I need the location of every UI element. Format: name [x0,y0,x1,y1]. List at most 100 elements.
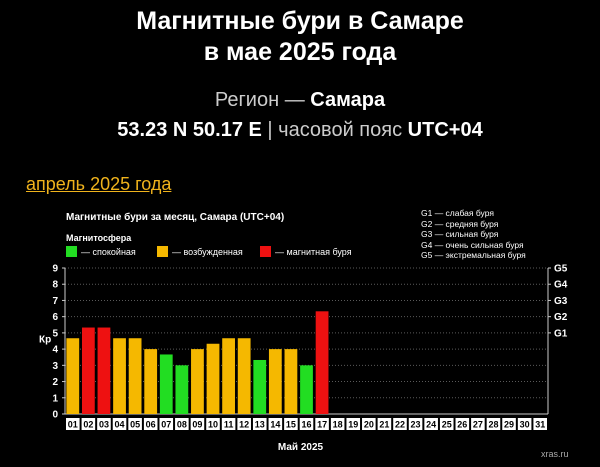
chart-title: Магнитные бури за месяц, Самара (UTC+04) [66,212,285,223]
x-tick-box [408,418,423,430]
x-tick-label: 07 [161,420,171,430]
legend-quiet: — спокойная [66,246,136,257]
x-tick-label: 04 [115,420,125,430]
region-line: Регион — Самара [0,89,600,112]
legend-quiet-swatch [66,246,77,257]
g-scale-item: G2 — средняя буря [421,218,499,229]
x-tick-box [455,418,470,430]
x-axis-label: Май 2025 [278,442,324,453]
y-tick-label: 5 [52,328,58,339]
kp-chart: 0 1 2 3 4 5 6 7 8 9 G1 G2 G3 G4 G5 Кр 01 02 03 04 05 06 07 08 09… [27,202,578,463]
y-tick-label: 9 [52,264,58,275]
timezone: UTC+04 [407,119,483,141]
kp-bar [175,365,189,414]
x-tick-label: 23 [411,420,421,430]
x-tick-label: 31 [535,420,545,430]
legend-section-label: Магнитосфера [66,233,132,243]
x-tick-box [206,418,220,430]
watermark: xras.ru [541,449,569,459]
g-tick-label: G3 [554,296,568,307]
x-tick-label: 15 [286,420,296,430]
x-tick-label: 29 [504,420,514,430]
x-tick-label: 20 [364,420,374,430]
x-tick-box [237,418,251,430]
x-tick-box [486,418,501,430]
x-tick-box [393,418,407,430]
x-tick-label: 01 [68,420,78,430]
x-tick-label: 19 [348,420,358,430]
y-tick-label: 3 [52,361,58,372]
x-tick-label: 13 [255,420,265,430]
x-tick-label: 27 [473,420,483,430]
kp-bar [300,365,313,414]
x-tick-label: 22 [395,420,405,430]
kp-bar [97,327,111,414]
x-tick-box [268,418,283,430]
x-tick-box [502,418,516,430]
page-title-line2: в мае 2025 года [203,38,397,66]
x-tick-label: 12 [239,420,249,430]
kp-bar [222,338,235,414]
legend-active: — возбужденная [157,246,243,257]
legend-active-label: — возбужденная [172,246,243,257]
x-tick-box [439,418,454,430]
x-tick-box [346,418,361,430]
x-tick-label: 14 [270,420,280,430]
x-tick-label: 11 [224,420,234,430]
x-tick-box [190,418,205,430]
kp-bar [66,338,80,414]
x-tick-label: 09 [192,420,202,430]
kp-bar [128,338,142,414]
x-tick-box [330,418,345,430]
x-tick-box [471,418,485,430]
g-scale-legend: G1 — слабая буря G2 — средняя буря G3 — … [421,208,526,261]
kp-bar [284,349,298,414]
x-tick-box [159,418,174,430]
kp-bar [206,343,220,414]
kp-bar [268,349,282,414]
x-tick-label: 16 [301,420,311,430]
x-tick-label: 30 [520,420,530,430]
y-axis-label: Кр [39,334,51,345]
x-tick-box [424,418,438,430]
legend-quiet-label: — спокойная [81,246,136,257]
legend-active-swatch [157,246,168,257]
x-tick-label: 17 [317,420,327,430]
g-scale-item: G3 — сильная буря [421,229,499,239]
page-title-line1: Магнитные бури в Самаре [136,7,464,35]
g-scale-item: G5 — экстремальная буря [421,250,526,260]
y-tick-label: 0 [52,410,58,421]
g-scale-item: G4 — очень сильная буря [421,239,524,250]
g-scale-item: G1 — слабая буря [421,208,494,218]
x-tick-box [533,418,547,430]
coords-line: 53.23 N 50.17 E | часовой пояс UTC+04 [0,119,600,142]
x-tick-box [112,418,127,430]
kp-bar [81,327,95,414]
region-name: Самара [310,89,386,111]
legend-storm-swatch [260,246,271,257]
x-tick-box [284,418,298,430]
prev-month-link[interactable]: апрель 2025 года [26,174,172,194]
x-tick-box [66,418,80,430]
x-tick-box [175,418,189,430]
x-tick-box [362,418,376,430]
x-tick-box [221,418,236,430]
x-tick-box [299,418,314,430]
kp-bar [113,338,126,414]
timezone-prefix: | часовой пояс [261,119,408,141]
y-tick-label: 4 [52,345,58,356]
x-tick-label: 28 [488,420,498,430]
kp-bar [191,349,204,414]
x-tick-label: 24 [426,420,436,430]
x-tick-label: 08 [177,420,187,430]
y-tick-label: 7 [52,296,58,307]
y-tick-label: 2 [52,377,58,388]
y-tick-label: 1 [52,393,58,404]
x-tick-label: 06 [146,420,156,430]
x-tick-label: 26 [457,420,467,430]
kp-bar [253,359,267,414]
x-tick-label: 10 [208,420,218,430]
x-tick-label: 18 [333,420,343,430]
x-tick-box [252,418,267,430]
